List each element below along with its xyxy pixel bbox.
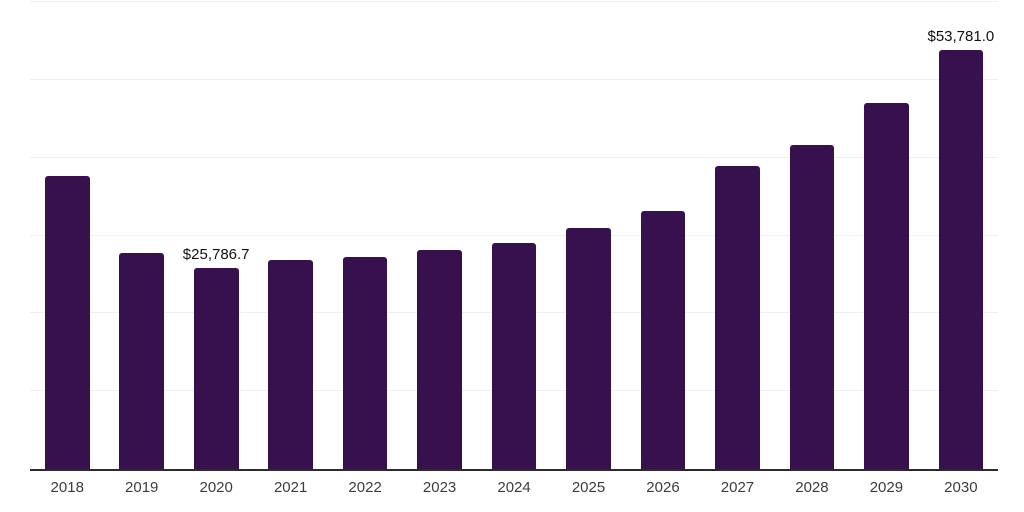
x-tick-label-2025: 2025 [571, 479, 606, 496]
bar-slot-2018 [30, 2, 104, 469]
bar-slot-2022 [328, 2, 402, 469]
x-tick-label-2023: 2023 [422, 479, 457, 496]
bar-2028 [789, 145, 835, 469]
bar-2018 [44, 175, 90, 469]
data-label-2030: $53,781.0 [927, 28, 995, 46]
bar-slot-2025 [551, 2, 625, 469]
bar-slot-2026 [626, 2, 700, 469]
plot-area: $25,786.7 $53,781.0 [30, 1, 998, 471]
bar-2026 [640, 210, 686, 469]
bar-slot-2030: $53,781.0 [924, 2, 998, 469]
bar-2022 [342, 256, 388, 469]
data-label-2020: $25,786.7 [182, 246, 250, 264]
bar-2029 [864, 103, 909, 469]
gridline-50000 [30, 78, 998, 80]
bar-2027 [715, 166, 760, 469]
x-tick-label-2028: 2028 [795, 479, 829, 496]
gridline-60000 [30, 1, 998, 2]
x-tick-label-2019: 2019 [125, 479, 159, 496]
bar-2023 [417, 250, 462, 469]
x-tick-label-2024: 2024 [497, 479, 531, 496]
x-tick-label-2030: 2030 [944, 479, 978, 496]
bar-slot-2020: $25,786.7 [179, 2, 253, 469]
bar-2030: $53,781.0 [927, 28, 994, 469]
bar-2020: $25,786.7 [183, 246, 250, 469]
bar-slot-2029 [849, 2, 923, 469]
x-tick-label-2027: 2027 [720, 479, 755, 496]
gridline-40000 [30, 156, 998, 158]
bar-slot-2027 [700, 2, 774, 469]
bar-slot-2028 [775, 2, 849, 469]
bar-2019 [119, 252, 165, 469]
x-tick-label-2020: 2020 [199, 479, 233, 496]
x-tick-label-2029: 2029 [869, 479, 904, 496]
x-axis-labels: 2018 2019 2020 2021 2022 2023 2024 2025 2026 2027… [30, 479, 998, 496]
x-tick-label-2026: 2026 [646, 479, 680, 496]
x-tick-label-2018: 2018 [50, 479, 84, 496]
x-tick-label-2021: 2021 [273, 479, 308, 496]
bar-2021 [268, 260, 313, 469]
bars-row: $25,786.7 $53,781.0 [30, 2, 998, 469]
bar-slot-2023 [402, 2, 476, 469]
x-tick-label-2022: 2022 [348, 479, 382, 496]
bar-2024 [491, 242, 537, 469]
gridline-30000 [30, 234, 998, 236]
bar-slot-2021 [253, 2, 327, 469]
bar-slot-2019 [104, 2, 178, 469]
bar-2025 [566, 227, 611, 469]
bar-slot-2024 [477, 2, 551, 469]
